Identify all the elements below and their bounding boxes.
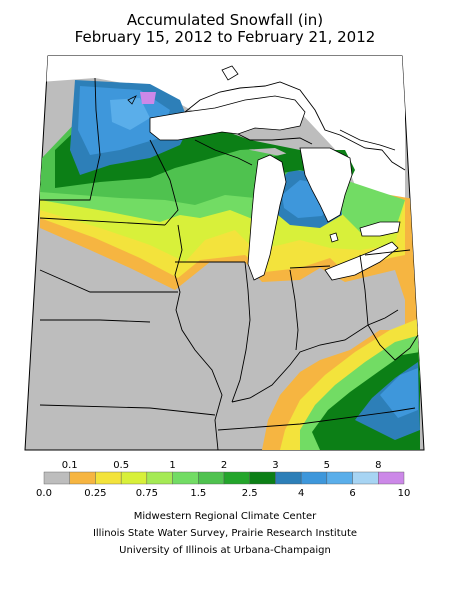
legend-swatch xyxy=(275,471,302,485)
lake-erie xyxy=(324,241,399,281)
border-mississippi xyxy=(174,224,223,451)
legend-bottom-label: 0.25 xyxy=(84,488,106,499)
border-in-oh xyxy=(289,269,299,351)
legend-top-labels: 0.1 0.5 1 2 3 5 8 xyxy=(62,460,382,471)
legend-swatch xyxy=(120,471,148,485)
lake-nipigon xyxy=(221,65,239,81)
georgian-bay-shore xyxy=(339,129,396,151)
legend-swatch xyxy=(352,471,379,485)
state-borders xyxy=(39,77,419,451)
legend-swatch xyxy=(172,471,199,485)
legend-bottom-label: 1.5 xyxy=(190,488,206,499)
border-mn-wi xyxy=(149,139,179,226)
lake-st-clair xyxy=(329,232,339,243)
legend-swatch xyxy=(223,471,250,485)
canada-coast xyxy=(184,81,406,171)
credit-mrcc: Midwestern Regional Climate Center xyxy=(133,511,317,522)
legend-bottom-label: 4 xyxy=(298,488,304,499)
legend-swatch xyxy=(300,471,328,485)
michigan-upper xyxy=(237,133,313,145)
legend-swatch xyxy=(43,471,70,485)
border-ohio-river xyxy=(231,309,399,403)
border-ky-tn xyxy=(217,407,416,431)
legend-top-label: 0.1 xyxy=(62,460,78,471)
border-iowa-north xyxy=(39,217,166,226)
legend-top-label: 0.5 xyxy=(113,460,129,471)
border-iowa-mo xyxy=(39,269,178,293)
legend: 0.1 0.5 1 2 3 5 8 0.0 0.25 0.75 1.5 2.5 4 6 10 xyxy=(36,460,410,499)
great-lakes xyxy=(149,95,401,281)
lake-michigan xyxy=(247,154,287,281)
legend-swatch xyxy=(95,471,122,485)
border-oh-pa xyxy=(359,254,369,326)
legend-top-label: 3 xyxy=(272,460,278,471)
legend-swatch xyxy=(198,471,225,485)
border-il-in xyxy=(231,261,251,403)
legend-swatch xyxy=(69,471,96,485)
northern-outlines xyxy=(127,65,396,151)
legend-top-label: 1 xyxy=(169,460,175,471)
snowfall-map xyxy=(24,55,425,451)
border-mi-oh xyxy=(289,265,331,269)
legend-bottom-label: 0.0 xyxy=(36,488,52,499)
legend-bottom-label: 2.5 xyxy=(242,488,258,499)
legend-swatch xyxy=(249,471,276,485)
map-title: Accumulated Snowfall (in) xyxy=(126,11,324,29)
legend-bottom-labels: 0.0 0.25 0.75 1.5 2.5 4 6 10 xyxy=(36,488,410,499)
lake-superior xyxy=(149,95,306,141)
lake-ontario xyxy=(359,221,401,237)
legend-bottom-label: 0.75 xyxy=(136,488,158,499)
northern-shore xyxy=(184,81,406,171)
border-mo-ar xyxy=(39,404,216,416)
credit-isws: Illinois State Water Survey, Prairie Res… xyxy=(92,528,358,539)
map-date-range: February 15, 2012 to February 21, 2012 xyxy=(74,28,376,46)
lake-huron xyxy=(299,147,353,223)
legend-top-label: 5 xyxy=(324,460,330,471)
legend-swatch xyxy=(146,471,173,485)
snowfall-shading xyxy=(40,56,420,450)
border-wv xyxy=(367,324,419,361)
border-minnesota xyxy=(40,77,101,201)
legend-bottom-label: 10 xyxy=(398,488,411,499)
border-ny-pa xyxy=(364,249,411,256)
band-palest-west xyxy=(110,98,150,130)
border-ks-mo xyxy=(40,319,151,323)
legend-swatch xyxy=(378,471,405,485)
border-wi-mi xyxy=(194,139,253,166)
band-se-lightblue xyxy=(380,368,418,418)
no-data-north xyxy=(40,56,405,140)
isle-royale xyxy=(127,95,137,105)
credit-uiuc: University of Illinois at Urbana-Champai… xyxy=(119,545,331,556)
legend-top-label: 2 xyxy=(221,460,227,471)
legend-swatch xyxy=(326,471,353,485)
band-purple xyxy=(140,92,156,104)
legend-top-label: 8 xyxy=(375,460,381,471)
legend-bottom-label: 6 xyxy=(349,488,355,499)
legend-swatches xyxy=(43,471,405,485)
